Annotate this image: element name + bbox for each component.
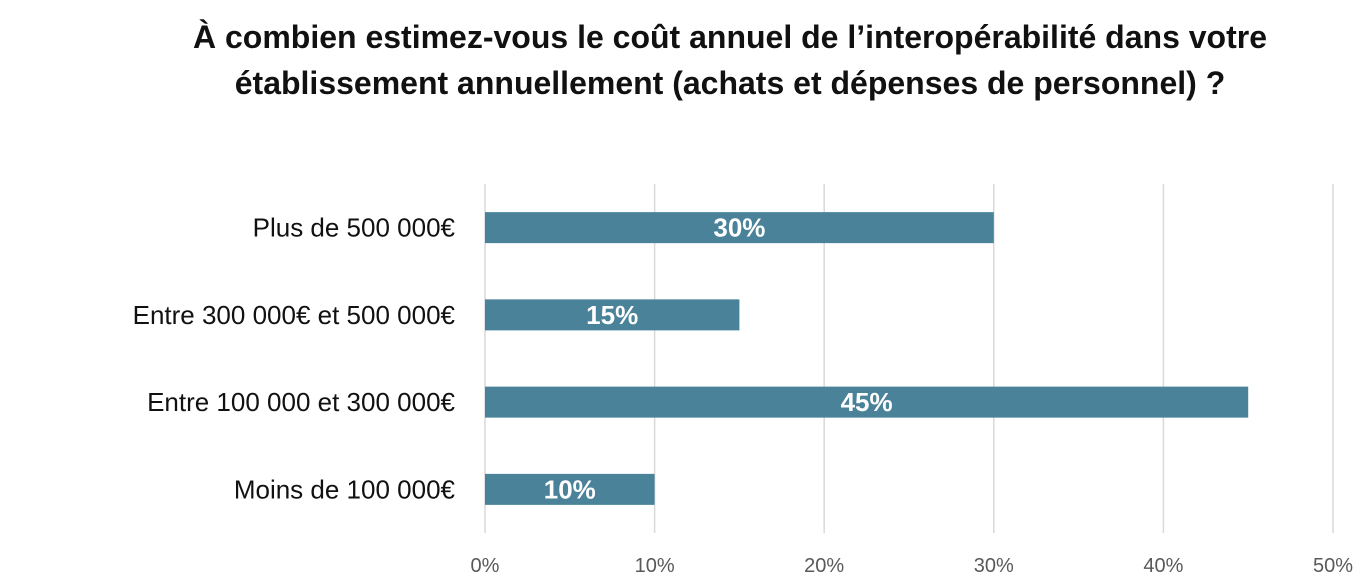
category-labels: Plus de 500 000€ Entre 300 000€ et 500 00… [133, 213, 456, 505]
chart-title: À combien estimez-vous le coût annuel de… [192, 19, 1267, 101]
bar-value-label: 15% [586, 300, 638, 330]
bar [485, 212, 994, 244]
x-tick-label: 20% [804, 555, 844, 577]
bar [485, 386, 1249, 418]
category-label: Entre 100 000 et 300 000€ [147, 387, 455, 417]
x-tick-label: 40% [1143, 555, 1183, 577]
x-axis-tick-labels: 0% 10% 20% 30% 40% 50% [471, 555, 1354, 577]
x-tick-label: 30% [974, 555, 1014, 577]
x-tick-label: 10% [635, 555, 675, 577]
bars: 30% 15% 45% 10% [485, 212, 1249, 505]
bar [485, 473, 655, 505]
category-label: Plus de 500 000€ [253, 213, 456, 243]
bar-value-label: 45% [841, 387, 893, 417]
category-label: Entre 300 000€ et 500 000€ [133, 300, 456, 330]
bar [485, 299, 740, 331]
x-tick-label: 50% [1313, 555, 1353, 577]
bar-value-label: 10% [544, 474, 596, 504]
category-label: Moins de 100 000€ [234, 474, 456, 504]
bar-value-label: 30% [713, 213, 765, 243]
x-tick-label: 0% [471, 555, 500, 577]
